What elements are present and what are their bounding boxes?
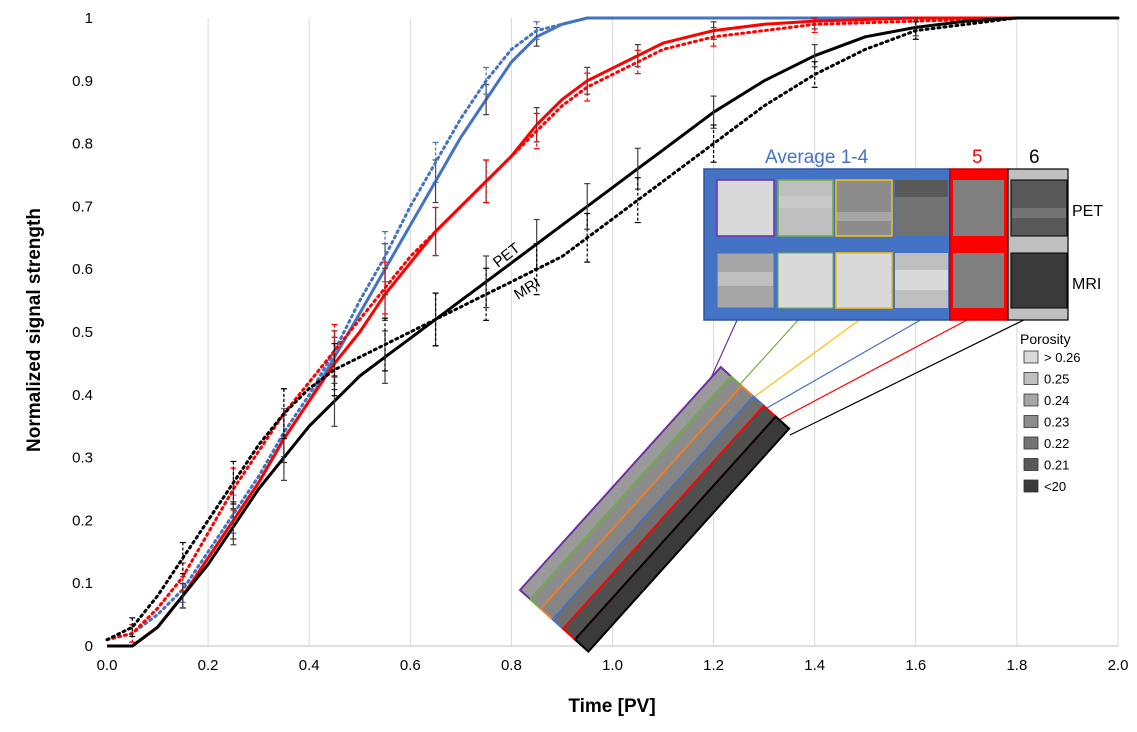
y-tick-label-0.4: 0.4	[72, 387, 93, 404]
connector-red	[774, 311, 983, 423]
y-tick-label-0.1: 0.1	[72, 575, 93, 592]
porosity-label-3: 0.23	[1044, 415, 1069, 430]
series-line-5	[105, 16, 1120, 642]
porosity-label-1: 0.25	[1044, 372, 1069, 387]
porosity-swatch-1	[1023, 372, 1039, 385]
tile-pet-4-band	[895, 180, 948, 197]
y-tick-label-1: 1	[85, 10, 93, 27]
porosity-swatch-3	[1023, 415, 1039, 428]
porosity-swatch-4	[1023, 436, 1039, 450]
y-tick-label-0.2: 0.2	[72, 512, 93, 529]
tile-mri-1-band	[718, 272, 773, 286]
porosity-label-0: > 0.26	[1044, 350, 1081, 365]
y-tick-label-0.8: 0.8	[72, 136, 93, 153]
y-tick-label-0.3: 0.3	[72, 450, 93, 467]
y-tick-label-0.6: 0.6	[72, 261, 93, 278]
connector-black	[789, 311, 1041, 436]
connector-green	[732, 317, 801, 393]
y-tick-label-0: 0	[85, 638, 93, 655]
connector-lines	[709, 311, 1041, 436]
core-strip-black	[573, 415, 791, 653]
porosity-label-2: 0.24	[1044, 393, 1069, 408]
x-tick-label-0.8: 0.8	[501, 657, 522, 674]
porosity-label-6: <20	[1044, 479, 1066, 494]
axes: 0.0 0.2 0.4 0.6 0.8 1.0 1.2 1.4 1.6 1.8 2.0 0 0.1 0.2…	[72, 10, 1128, 674]
porosity-legend: > 0.26 0.25 0.24 0.23 0.22 0.21 <20	[1023, 350, 1081, 494]
porosity-label-4: 0.22	[1044, 436, 1069, 451]
porosity-inset: Average 1-4 5 6 PET MRI	[518, 147, 1103, 653]
x-tick-label-0.0: 0.0	[97, 657, 118, 674]
porosity-swatch-5	[1023, 458, 1039, 471]
tile-pet-6-band	[1012, 208, 1066, 218]
y-tick-label-0.7: 0.7	[72, 198, 93, 215]
y-axis-title: Normalized signal strength	[24, 208, 45, 452]
series-line-1	[105, 16, 1120, 642]
inset-title-average: Average 1-4	[765, 147, 869, 168]
mri-row-tiles	[716, 252, 1068, 309]
x-tick-label-1.6: 1.6	[905, 657, 926, 674]
x-tick-label-1.2: 1.2	[703, 657, 724, 674]
tile-pet-3	[835, 179, 893, 237]
x-tick-label-0.6: 0.6	[400, 657, 421, 674]
tile-mri-3	[835, 252, 893, 309]
x-tick-label-1.0: 1.0	[602, 657, 623, 674]
inset-row-label-pet: PET	[1072, 203, 1103, 220]
inset-row-label-mri: MRI	[1072, 276, 1101, 293]
x-tick-label-0.4: 0.4	[299, 657, 320, 674]
tile-pet-5	[953, 180, 1004, 236]
y-tick-label-0.9: 0.9	[72, 73, 93, 90]
x-tick-label-2.0: 2.0	[1108, 657, 1129, 674]
series-line-3	[105, 16, 1120, 642]
tile-pet-3-band	[837, 212, 891, 221]
connector-blue	[759, 317, 925, 413]
x-axis-title: Time [PV]	[568, 696, 655, 717]
inset-title-5: 5	[972, 147, 983, 168]
tile-mri-4-band	[895, 270, 948, 290]
x-tick-label-0.2: 0.2	[198, 657, 219, 674]
x-tick-label-1.8: 1.8	[1006, 657, 1027, 674]
porosity-swatch-2	[1023, 393, 1039, 407]
y-tick-label-0.5: 0.5	[72, 324, 93, 341]
tile-pet-2-band	[779, 196, 832, 208]
porosity-swatch-0	[1023, 350, 1039, 364]
connector-yellow	[745, 317, 863, 404]
porosity-legend-title: Porosity	[1020, 331, 1071, 347]
series-layer	[105, 16, 1120, 648]
connector-purple	[709, 317, 739, 381]
series-line-4	[107, 16, 1118, 648]
tile-mri-5	[953, 253, 1004, 308]
porosity-swatch-6	[1023, 479, 1039, 493]
pet-row-tiles	[716, 179, 1068, 237]
inset-title-6: 6	[1029, 147, 1040, 168]
core-sample	[518, 365, 791, 653]
tile-mri-6	[1010, 252, 1068, 309]
porosity-label-5: 0.21	[1044, 458, 1069, 473]
tile-mri-2	[777, 252, 834, 309]
core-strip-blue	[551, 395, 766, 631]
tile-pet-1	[716, 179, 775, 237]
x-tick-label-1.4: 1.4	[804, 657, 825, 674]
